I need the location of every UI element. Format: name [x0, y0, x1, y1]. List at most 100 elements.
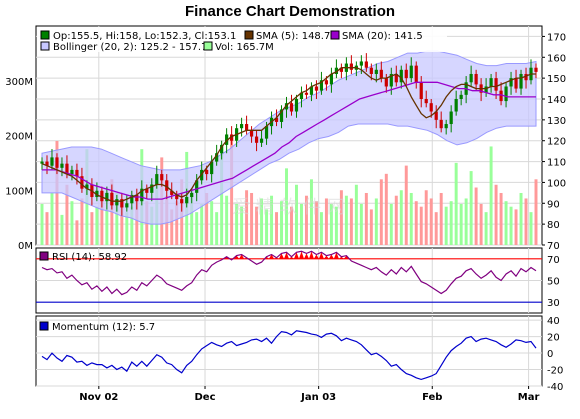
sma20-legend: SMA (20): 141.5	[342, 31, 423, 42]
candle-body-45	[264, 126, 269, 139]
candle-body-26	[170, 190, 174, 195]
rsi-legend: RSI (14): 58.92	[52, 252, 127, 263]
volume-bar-34	[210, 201, 214, 245]
volume-bar-40	[240, 206, 244, 245]
candle-body-82	[449, 111, 453, 125]
volume-bar-2	[50, 192, 54, 245]
volume-bar-75	[414, 201, 418, 245]
volume-bar-88	[479, 203, 483, 245]
volume-bar-82	[449, 201, 453, 245]
candle-body-55	[314, 86, 319, 91]
rsi-tick-label-2: 70	[547, 255, 560, 266]
volume-tick-label-3: 300M	[5, 77, 33, 88]
volume-bar-73	[404, 165, 408, 245]
momentum-legend-swatch	[39, 321, 49, 331]
price-tick-label-4: 110	[547, 158, 566, 169]
candle-body-54	[309, 86, 314, 95]
volume-bar-67	[374, 198, 378, 245]
candle-body-2	[50, 157, 54, 166]
volume-bar-80	[439, 192, 443, 245]
bollinger-legend-swatch	[40, 41, 50, 51]
candle-body-91	[494, 78, 498, 91]
momentum-tick-label-2: 0	[547, 349, 553, 360]
sma5-legend: SMA (5): 148.7	[256, 31, 330, 42]
candle-body-6	[70, 169, 74, 175]
price-tick-label-3: 100	[547, 178, 566, 189]
watermark: 爱 精 软 件 网	[232, 197, 345, 218]
momentum-grid	[36, 316, 542, 387]
candle-body-84	[459, 94, 463, 99]
volume-bar-42	[250, 192, 254, 245]
momentum-y-axis: -40 -20 0 20 40	[547, 316, 563, 393]
candle-body-96	[519, 73, 523, 89]
candle-body-58	[329, 73, 334, 85]
momentum-line	[41, 330, 537, 381]
candle-body-5	[65, 163, 69, 175]
candle-body-34	[210, 161, 214, 175]
candle-body-51	[294, 99, 299, 112]
candle-body-66	[369, 67, 373, 74]
volume-bar-70	[389, 203, 393, 245]
volume-bar-87	[474, 187, 478, 245]
ohlc-legend-swatch	[40, 30, 50, 40]
rsi-line	[41, 250, 537, 296]
candle-body-9	[85, 184, 89, 189]
volume-bar-61	[344, 195, 348, 245]
candle-body-47	[274, 117, 279, 122]
candle-body-79	[434, 111, 438, 120]
candle-body-20	[140, 188, 144, 202]
volume-bar-15	[115, 192, 119, 245]
candle-body-25	[165, 180, 169, 191]
volume-bar-36	[220, 146, 224, 245]
candle-body-1	[45, 161, 49, 166]
volume-bar-85	[464, 198, 468, 245]
price-tick-label-1: 80	[547, 220, 560, 231]
volume-bar-81	[444, 206, 448, 245]
rsi-overbought-fill	[224, 251, 349, 259]
volume-bar-79	[434, 212, 438, 245]
volume-bar-90	[489, 146, 493, 245]
volume-bar-31	[195, 212, 199, 245]
volume-bar-30	[190, 195, 194, 245]
candle-body-30	[190, 192, 194, 198]
volume-bar-65	[364, 192, 368, 245]
candle-body-42	[249, 130, 254, 137]
volume-bar-38	[230, 135, 234, 245]
candle-body-59	[334, 67, 339, 74]
rsi-tick-label-0: 30	[547, 298, 560, 309]
volume-bar-32	[200, 203, 204, 245]
candle-body-68	[379, 69, 383, 79]
volume-bar-97	[524, 198, 528, 245]
date-label-1: Dec	[195, 392, 216, 403]
volume-bar-18	[130, 206, 134, 245]
candle-body-62	[349, 63, 353, 70]
sma20-line	[42, 81, 536, 200]
volume-bar-68	[379, 179, 383, 245]
candle-body-78	[429, 103, 433, 112]
volume-legend-swatch	[203, 41, 213, 51]
price-tick-label-8: 150	[547, 74, 566, 85]
volume-bar-55	[314, 201, 318, 245]
date-label-4: Mar	[518, 392, 540, 403]
volume-axis: 0M 100M 200M 300M	[5, 77, 33, 252]
volume-bar-59	[334, 206, 338, 245]
volume-bar-56	[319, 212, 323, 245]
volume-bar-17	[125, 212, 129, 245]
volume-bar-54	[309, 179, 313, 245]
candle-body-18	[130, 194, 134, 204]
candle-body-71	[394, 73, 398, 83]
candle-body-70	[389, 73, 393, 87]
volume-bar-4	[60, 214, 64, 245]
momentum-tick-label-0: -40	[547, 382, 563, 393]
momentum-tick-label-1: -20	[547, 366, 563, 377]
candle-body-93	[504, 86, 508, 102]
candle-body-72	[399, 69, 403, 83]
rsi-tick-label-1: 50	[547, 277, 560, 288]
volume-bar-33	[205, 192, 209, 245]
volume-bar-99	[534, 179, 538, 245]
candle-body-90	[489, 78, 493, 87]
volume-bar-5	[65, 184, 69, 245]
candle-body-31	[195, 180, 199, 193]
candle-body-95	[514, 78, 518, 89]
